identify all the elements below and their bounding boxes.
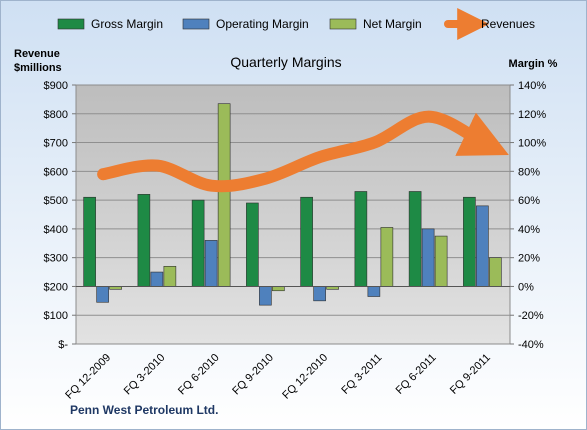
category-label: FQ 12-2010 [280,352,330,402]
left-axis-label-line1: Revenue [14,48,60,60]
category-label: FQ 12-2009 [63,352,113,402]
left-tick-label: $700 [44,138,68,150]
bar-operating-margin [313,286,326,302]
legend-label: Net Margin [363,17,422,31]
bar-gross-margin [408,191,422,287]
right-tick-label: 140% [518,80,546,92]
category-label: FQ 9-2011 [448,352,493,397]
legend: Gross Margin Operating Margin Net Margin Re… [57,8,535,40]
bar-net-margin [489,257,502,287]
bar-gross-margin [246,202,259,287]
left-tick-label: $100 [44,310,68,322]
legend-swatch [182,18,210,30]
revenue-line [97,110,509,193]
right-tick-label: 60% [518,195,540,207]
left-axis-label-line2: $millions [14,62,62,74]
bar-operating-margin [421,228,435,287]
bar-operating-margin [150,271,164,287]
right-axis-label: Margin % [509,58,558,70]
right-tick-label: -20% [518,310,544,322]
bar-gross-margin [191,199,205,287]
category-label: FQ 6-2010 [176,352,222,398]
left-tick-label: $- [58,339,68,351]
bar-net-margin [163,265,177,287]
legend-swatch [329,18,357,30]
company-name: Penn West Petroleum Ltd. [70,403,218,417]
left-tick-label: $800 [44,109,68,121]
legend-swatch [57,18,85,30]
right-tick-label: 100% [518,138,546,150]
bar-operating-margin [204,240,218,287]
right-tick-label: 20% [518,253,540,265]
bar-gross-margin [300,196,313,287]
right-tick-label: 120% [518,109,546,121]
category-label: FQ 3-2010 [122,352,168,398]
bar-gross-margin [137,194,151,287]
bar-gross-margin [83,196,96,287]
legend-label: Gross Margin [91,17,163,31]
bar-gross-margin [354,191,368,287]
left-tick-label: $300 [44,253,68,265]
legend-label: Operating Margin [216,17,309,31]
category-label: FQ 9-2010 [230,352,276,398]
right-tick-label: -40% [518,339,544,351]
bar-net-margin [434,235,448,287]
bar-net-margin [380,227,394,287]
bar-gross-margin [463,196,476,287]
bar-operating-margin [367,286,381,297]
bar-net-margin [217,103,231,287]
left-tick-label: $900 [44,80,68,92]
category-label: FQ 6-2011 [394,352,439,397]
right-tick-label: 80% [518,166,540,178]
category-label: FQ 3-2011 [339,352,384,397]
left-tick-label: $200 [44,281,68,293]
left-tick-label: $500 [44,195,68,207]
chart-title: Quarterly Margins [230,54,341,70]
bar-operating-margin [476,205,489,287]
bar-operating-margin [259,286,272,306]
bar-series [83,103,502,306]
right-tick-label: 40% [518,224,540,236]
bar-operating-margin [96,286,109,303]
legend-label: Revenues [481,17,535,31]
right-tick-label: 0% [518,281,534,293]
left-tick-label: $400 [44,224,68,236]
revenue-line-path [97,110,509,193]
bar-net-margin [272,286,285,292]
left-tick-label: $600 [44,166,68,178]
